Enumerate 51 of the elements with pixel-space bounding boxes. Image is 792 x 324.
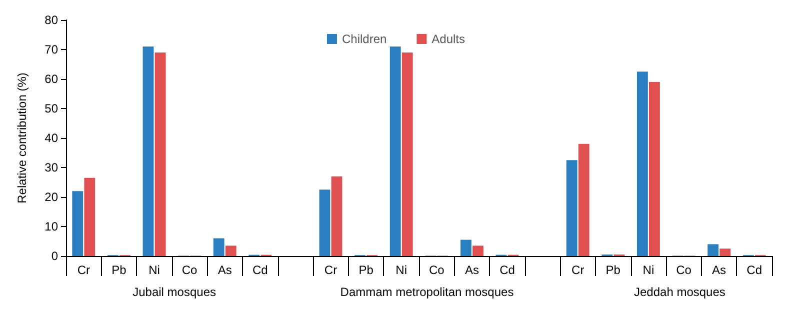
bar bbox=[154, 52, 166, 256]
text: Dammam metropolitan mosques bbox=[340, 285, 514, 299]
x-tick-label: Co bbox=[428, 263, 445, 277]
bar bbox=[720, 248, 731, 256]
y-tick-label: 50 bbox=[44, 102, 58, 116]
bar bbox=[402, 52, 413, 256]
bar bbox=[225, 246, 236, 256]
bar bbox=[460, 240, 472, 256]
bar bbox=[84, 178, 96, 256]
bar bbox=[213, 238, 224, 256]
x-tick-label: Cr bbox=[572, 263, 584, 277]
bar bbox=[708, 244, 719, 256]
y-axis-title: Relative contribution (%) bbox=[15, 72, 29, 204]
bar bbox=[578, 144, 590, 256]
x-tick-label: Ni bbox=[642, 263, 654, 277]
y-tick-label: 60 bbox=[44, 72, 58, 86]
x-tick-label: As bbox=[464, 263, 479, 277]
x-tick-label: Pb bbox=[606, 263, 621, 277]
x-tick-label: Ni bbox=[396, 263, 408, 277]
x-tick-label: As bbox=[218, 263, 232, 277]
legend-label: Adults bbox=[432, 32, 466, 46]
y-tick-label: 20 bbox=[44, 190, 58, 204]
y-tick-label: 80 bbox=[44, 13, 58, 27]
x-tick-label: Co bbox=[676, 263, 692, 277]
x-tick-label: Pb bbox=[358, 263, 374, 277]
bar bbox=[472, 246, 484, 256]
y-tick-label: 10 bbox=[44, 220, 58, 234]
x-tick-label: Cr bbox=[324, 263, 338, 277]
y-tick-label: 70 bbox=[44, 42, 58, 56]
bar bbox=[390, 46, 401, 256]
bar bbox=[72, 191, 84, 256]
x-tick-label: Pb bbox=[112, 263, 127, 277]
x-tick-label: Co bbox=[182, 263, 198, 277]
x-tick-label: Ni bbox=[148, 263, 160, 277]
bar bbox=[142, 46, 154, 256]
bar bbox=[331, 176, 342, 256]
x-tick-label: Cd bbox=[746, 263, 762, 277]
legend-label: Children bbox=[342, 32, 387, 46]
text: Jubail mosques bbox=[132, 285, 216, 299]
bar bbox=[636, 72, 648, 256]
bar bbox=[648, 82, 660, 256]
x-tick-label: As bbox=[712, 263, 726, 277]
y-tick-label: 0 bbox=[51, 249, 58, 263]
y-tick-label: 30 bbox=[44, 160, 58, 174]
bar bbox=[319, 190, 330, 256]
text: Jeddah mosques bbox=[634, 285, 726, 299]
bar bbox=[566, 160, 578, 256]
x-tick-label: Cr bbox=[77, 263, 90, 277]
y-tick-label: 40 bbox=[44, 131, 58, 145]
x-tick-label: Cd bbox=[500, 263, 515, 277]
x-tick-label: Cd bbox=[252, 263, 268, 277]
